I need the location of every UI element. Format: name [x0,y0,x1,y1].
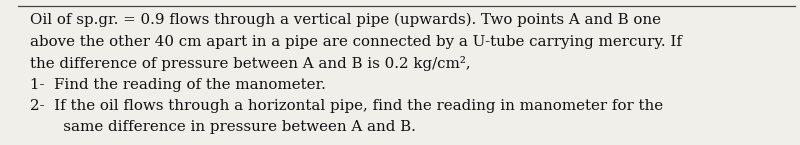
Text: above the other 40 cm apart in a pipe are connected by a U-tube carrying mercury: above the other 40 cm apart in a pipe ar… [30,35,682,48]
Text: 1-  Find the reading of the manometer.: 1- Find the reading of the manometer. [30,77,326,91]
Text: Oil of sp.gr. = 0.9 flows through a vertical pipe (upwards). Two points A and B : Oil of sp.gr. = 0.9 flows through a vert… [30,13,661,27]
Text: the difference of pressure between A and B is 0.2 kg/cm²,: the difference of pressure between A and… [30,56,470,71]
Text: 2-  If the oil flows through a horizontal pipe, find the reading in manometer fo: 2- If the oil flows through a horizontal… [30,99,663,113]
Text: same difference in pressure between A and B.: same difference in pressure between A an… [30,120,416,135]
